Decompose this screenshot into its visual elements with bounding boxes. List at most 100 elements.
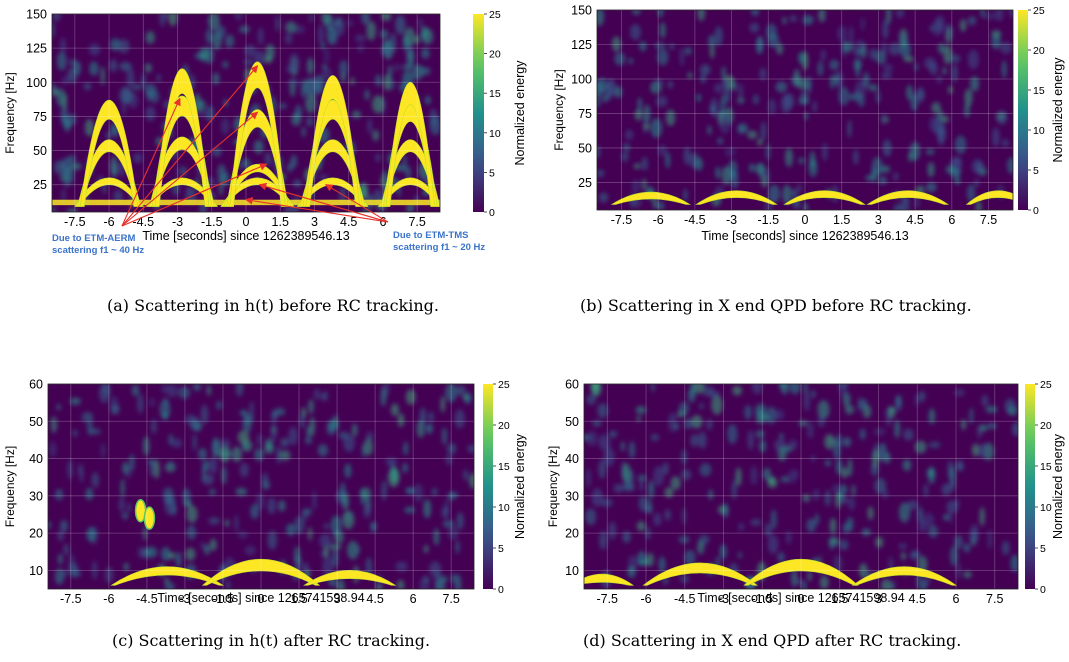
annotation-arrow — [244, 196, 389, 223]
noise-speckle — [884, 452, 891, 464]
noise-speckle — [683, 417, 694, 430]
plot-area — [597, 10, 1013, 210]
noise-speckle — [326, 422, 336, 436]
noise-speckle — [52, 21, 55, 38]
colorbar-tick-label: 0 — [489, 207, 495, 219]
plot-frame — [583, 383, 1019, 590]
noise-speckle — [597, 403, 609, 419]
noise-speckle — [836, 433, 842, 448]
noise-speckle — [806, 76, 812, 94]
noise-speckle — [727, 424, 738, 444]
noise-speckle — [624, 129, 634, 140]
noise-speckle — [964, 88, 973, 107]
noise-speckle — [791, 569, 798, 588]
noise-speckle — [710, 97, 718, 118]
noise-speckle — [707, 125, 712, 136]
noise-speckle — [253, 139, 264, 154]
noise-speckle — [900, 196, 910, 210]
noise-speckle — [301, 126, 306, 137]
x-tick-label: -3 — [172, 215, 183, 229]
noise-speckle — [696, 540, 705, 555]
noise-speckle — [419, 576, 430, 589]
noise-speckle — [681, 449, 688, 465]
noise-speckle — [890, 580, 896, 589]
scatter-arch-0 — [610, 191, 692, 205]
noise-speckle — [608, 521, 617, 540]
noise-speckle — [747, 130, 758, 140]
noise-speckle — [221, 117, 230, 135]
noise-speckle — [137, 393, 144, 414]
noise-speckle — [980, 10, 985, 19]
noise-speckle — [809, 151, 816, 168]
noise-speckle — [991, 127, 1000, 148]
noise-speckle — [807, 421, 814, 439]
noise-speckle — [653, 512, 662, 527]
noise-speckle — [424, 95, 431, 105]
noise-speckle — [433, 528, 440, 546]
noise-speckle — [817, 60, 824, 77]
colorbar-tick-label: 15 — [1040, 461, 1052, 473]
x-tick-label: -7.5 — [64, 215, 86, 229]
noise-speckle — [161, 384, 171, 394]
noise-speckle — [218, 176, 224, 196]
noise-speckle — [150, 90, 160, 104]
noise-speckle — [68, 59, 79, 67]
noise-speckle — [147, 459, 156, 466]
x-tick-label: 6 — [953, 592, 960, 606]
scatter-arch-1 — [695, 190, 778, 205]
noise-speckle — [861, 528, 872, 536]
noise-speckle — [278, 102, 287, 110]
noise-speckle — [126, 68, 135, 89]
noise-speckle — [217, 164, 227, 181]
noise-speckle — [697, 10, 706, 22]
arch-harmonic — [851, 566, 957, 586]
annotation-arrow — [258, 182, 389, 223]
noise-speckle — [767, 478, 778, 489]
colorbar — [1025, 384, 1035, 589]
noise-speckle — [656, 49, 669, 66]
hotspot — [143, 506, 156, 530]
noise-speckle — [914, 198, 920, 208]
noise-speckle — [359, 487, 372, 499]
noise-speckle — [939, 129, 946, 136]
noise-speckle — [814, 513, 820, 525]
noise-speckle — [288, 426, 298, 446]
noise-speckle — [645, 526, 651, 540]
noise-speckle — [145, 30, 155, 44]
noise-speckle — [756, 36, 763, 55]
noise-speckle — [440, 396, 446, 413]
noise-speckle — [622, 463, 631, 483]
noise-speckle — [709, 42, 715, 59]
noise-speckle — [402, 63, 414, 71]
noise-speckle — [592, 420, 602, 427]
noise-speckle — [732, 80, 737, 92]
colorbar-tick-label: 0 — [1033, 205, 1039, 217]
noise-speckle — [811, 455, 816, 462]
noise-speckle — [171, 504, 177, 516]
noise-speckle — [731, 480, 737, 500]
noise-speckle — [306, 116, 314, 127]
noise-speckle — [913, 89, 926, 100]
noise-speckle — [209, 488, 216, 496]
noise-speckle — [412, 64, 424, 80]
noise-speckle — [423, 499, 432, 519]
noise-speckle — [425, 425, 434, 435]
noise-speckle — [361, 14, 370, 25]
noise-speckle — [662, 462, 669, 476]
noise-speckle — [69, 397, 81, 405]
noise-speckle — [216, 400, 223, 410]
noise-speckle — [597, 93, 601, 108]
noise-speckle — [820, 49, 827, 62]
noise-speckle — [383, 38, 388, 52]
noise-speckle — [789, 384, 801, 395]
noise-speckle — [822, 142, 828, 162]
noise-speckle — [751, 384, 763, 395]
colorbar-tick-label: 25 — [498, 379, 510, 391]
noise-speckle — [585, 508, 597, 526]
noise-speckle — [198, 447, 207, 460]
noise-speckle — [696, 93, 702, 102]
noise-speckle — [599, 531, 608, 550]
noise-speckle — [909, 551, 919, 560]
spectrogram-a: -7.5 -6 -4.5 -3 -1.5 0 1.5 3 4.5 6 7.5255075100125… — [3, 8, 527, 244]
noise-speckle — [847, 458, 853, 477]
